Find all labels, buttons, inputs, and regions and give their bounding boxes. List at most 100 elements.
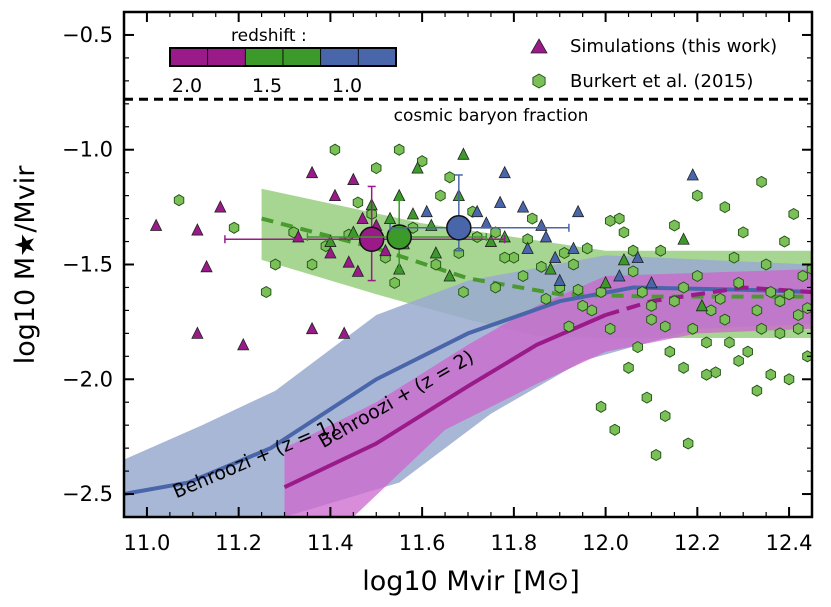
simulation-point (200, 259, 213, 273)
burkert-point (793, 308, 804, 322)
behroozi-z2-line-dashed (605, 285, 812, 317)
behroozi-z2-band (284, 269, 812, 517)
mean-points (224, 174, 570, 282)
burkert-point (751, 304, 763, 317)
burkert-point (664, 345, 676, 358)
plot-area (124, 97, 812, 517)
burkert-point (632, 341, 643, 354)
burkert-point (737, 226, 749, 239)
simulation-point (191, 326, 204, 339)
burkert-point (669, 219, 680, 232)
burkert-point (751, 384, 763, 397)
simulation-point (484, 234, 498, 247)
burkert-point (559, 246, 570, 260)
burkert-point (692, 269, 703, 283)
mean-point-z1.5 (386, 224, 412, 250)
x-tick-label: 11.8 (490, 531, 537, 555)
burkert-point (577, 299, 588, 312)
burkert-point (563, 320, 575, 333)
burkert-point (540, 292, 552, 305)
burkert-point (604, 322, 616, 335)
simulation-point (544, 262, 557, 275)
simulation-point (149, 218, 163, 231)
colorbar-segment (207, 47, 246, 67)
burkert-point (270, 258, 281, 271)
burkert-point (650, 448, 662, 462)
simulation-point (324, 234, 337, 247)
burkert-point (756, 175, 767, 188)
baryon-fraction-label: cosmic baryon fraction (394, 106, 589, 126)
y-tick-label: −1.0 (62, 138, 113, 162)
simulation-point (686, 168, 699, 181)
burkert-point (618, 226, 630, 239)
burkert-point (701, 368, 712, 381)
colorbar-segment (169, 47, 209, 67)
x-tick-label: 11.2 (215, 531, 262, 555)
burkert-point (660, 320, 671, 333)
simulation-point (383, 211, 397, 224)
burkert-point (660, 409, 671, 423)
burkert-point (724, 336, 735, 349)
burkert-point (682, 437, 694, 450)
colorbar-tick-label: 1.5 (252, 75, 282, 97)
y-tick-label: −2.5 (62, 482, 113, 506)
simulation-point (411, 161, 424, 174)
simulation-point (571, 204, 585, 218)
data-points (149, 143, 812, 462)
burkert-point (710, 366, 721, 379)
simulation-point (695, 298, 709, 312)
simulation-point (548, 250, 562, 264)
simulation-point (521, 241, 534, 254)
simulation-point (237, 337, 250, 351)
burkert-point (306, 258, 318, 271)
burkert-point (173, 194, 185, 207)
burkert-point (719, 201, 731, 214)
simulation-point (379, 243, 392, 257)
burkert-point (435, 189, 446, 202)
burkert-point (719, 313, 731, 326)
burkert-point (765, 368, 776, 381)
burkert-point (627, 265, 639, 278)
legend-triangle-marker (530, 38, 548, 54)
x-tick-label: 12.4 (766, 531, 813, 555)
legend-hexagon-marker (532, 73, 546, 89)
axis-ticks (124, 12, 812, 518)
simulation-point (599, 275, 612, 289)
burkert-point (260, 285, 272, 299)
burkert-point (604, 214, 616, 227)
simulation-point (645, 275, 658, 289)
simulation-point (677, 232, 690, 245)
burkert-point (774, 327, 786, 340)
y-tick-label: −0.5 (62, 23, 113, 47)
simulation-point (420, 204, 433, 218)
burkert-point (733, 354, 744, 367)
burkert-point (582, 242, 593, 255)
simulation-point (429, 246, 443, 259)
burkert-point (641, 391, 653, 404)
simulation-point (457, 147, 470, 160)
simulation-point (631, 250, 644, 264)
mean-point-z1 (446, 215, 472, 241)
simulation-point (471, 204, 484, 218)
colorbar-segment (357, 47, 397, 67)
burkert-point (733, 276, 744, 289)
simulation-point (356, 211, 369, 224)
burkert-point (490, 281, 501, 294)
burkert-point (228, 221, 240, 234)
simulation-point (498, 165, 511, 179)
burkert-point (393, 143, 405, 156)
colorbar-segment (320, 47, 359, 67)
simulation-point (347, 172, 360, 185)
burkert-point (678, 281, 689, 294)
burkert-point (655, 244, 666, 257)
burkert-point (444, 171, 455, 184)
mean-point-z2 (358, 226, 385, 252)
burkert-point (623, 361, 634, 374)
burkert-point (637, 285, 648, 299)
burkert-point (705, 304, 717, 317)
colorbar-frame (169, 47, 397, 67)
burkert-point (646, 299, 657, 312)
simulation-point (539, 230, 553, 243)
burkert-point (389, 276, 400, 289)
